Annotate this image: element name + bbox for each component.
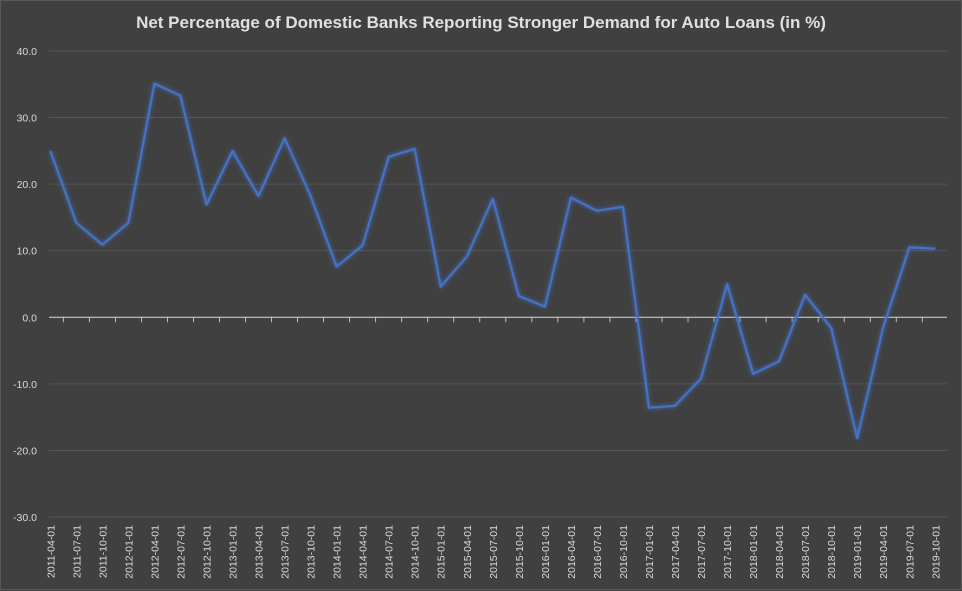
- y-tick-label: 30.0: [17, 113, 38, 125]
- x-tick-label: 2014-07-01: [384, 525, 396, 579]
- x-tick-label: 2011-04-01: [45, 525, 57, 578]
- x-tick-label: 2018-07-01: [800, 525, 812, 579]
- x-tick-label: 2018-04-01: [774, 525, 786, 579]
- x-tick-label: 2016-01-01: [540, 525, 552, 579]
- x-tick-label: 2014-10-01: [410, 525, 422, 579]
- x-tick-label: 2013-10-01: [306, 525, 318, 579]
- x-tick-label: 2017-07-01: [696, 525, 708, 579]
- y-tick-label: 0.0: [22, 312, 37, 324]
- x-tick-label: 2013-01-01: [228, 525, 240, 579]
- x-tick-label: 2013-04-01: [254, 525, 266, 579]
- y-tick-label: -30.0: [13, 512, 37, 524]
- x-tick-label: 2013-07-01: [280, 525, 292, 579]
- y-tick-label: -10.0: [13, 379, 37, 391]
- x-tick-label: 2015-04-01: [462, 525, 474, 579]
- x-tick-label: 2011-10-01: [97, 525, 109, 578]
- y-tick-label: 40.0: [17, 46, 38, 58]
- x-tick-label: 2014-04-01: [358, 525, 370, 579]
- x-tick-label: 2012-04-01: [149, 525, 161, 579]
- x-tick-label: 2019-07-01: [904, 525, 916, 579]
- x-tick-label: 2017-04-01: [670, 525, 682, 579]
- series-line: [50, 84, 935, 439]
- x-tick-label: 2012-10-01: [201, 525, 213, 579]
- y-tick-label: 20.0: [17, 179, 38, 191]
- x-tick-label: 2014-01-01: [332, 525, 344, 579]
- x-tick-label: 2017-01-01: [644, 525, 656, 579]
- x-tick-label: 2018-10-01: [826, 525, 838, 579]
- x-tick-label: 2016-10-01: [618, 525, 630, 579]
- x-tick-label: 2015-07-01: [488, 525, 500, 579]
- x-tick-label: 2019-04-01: [878, 525, 890, 579]
- x-tick-label: 2012-07-01: [175, 525, 187, 579]
- x-tick-label: 2016-07-01: [592, 525, 604, 579]
- x-tick-label: 2016-04-01: [566, 525, 578, 579]
- x-tick-label: 2012-01-01: [123, 525, 135, 579]
- y-tick-label: -20.0: [13, 445, 37, 457]
- x-tick-label: 2017-10-01: [722, 525, 734, 579]
- x-tick-label: 2015-10-01: [514, 525, 526, 579]
- x-tick-label: 2015-01-01: [436, 525, 448, 579]
- x-tick-label: 2019-01-01: [852, 525, 864, 579]
- x-tick-label: 2019-10-01: [930, 525, 942, 579]
- x-tick-label: 2011-07-01: [71, 525, 83, 578]
- y-tick-label: 10.0: [17, 246, 38, 258]
- x-tick-label: 2018-01-01: [748, 525, 760, 579]
